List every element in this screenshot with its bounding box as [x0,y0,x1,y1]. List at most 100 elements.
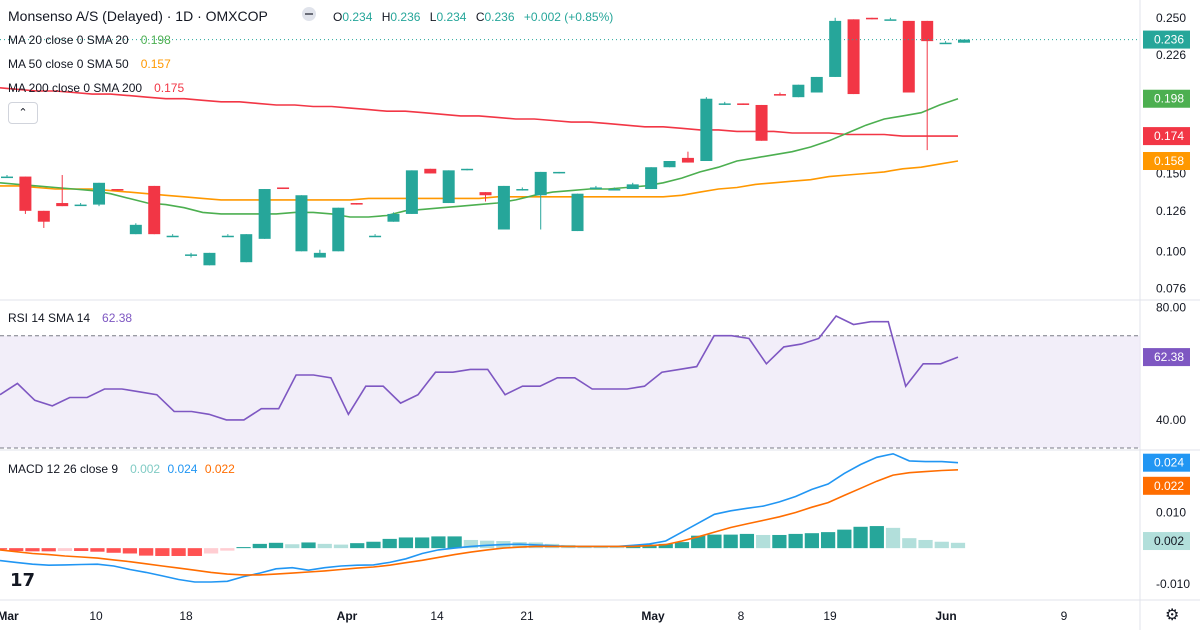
candle-body [129,224,142,235]
macd-hist-bar [837,529,852,549]
macd-hist-bar [480,540,495,549]
candle-body [258,189,271,239]
price-tick-label: 0.226 [1156,48,1186,62]
candle-body [516,189,529,191]
rsi-line [0,314,959,421]
macd-hist-bar [788,533,803,549]
macd-hist-bar [447,536,462,549]
candle-body [553,171,566,174]
price-badge-label: 0.174 [1154,129,1184,143]
price-tick-label: 0.076 [1156,282,1186,296]
candle-body [442,170,455,204]
candle-body [240,234,253,263]
macd-hist-bar [203,548,219,554]
macd-badge [1143,532,1190,551]
candle-body [1,176,13,179]
candle-body [424,168,437,174]
rsi-tick-label: 80.00 [1156,301,1186,315]
time-tick-label: Jun [935,609,956,623]
macd-hist-bar [155,548,170,556]
macd-hist-bar [853,526,868,549]
candle-body [645,167,658,190]
macd-badge-label: 0.024 [1154,456,1184,470]
candle-body [56,203,69,207]
candle-body [681,157,694,163]
time-tick-label: 9 [1061,609,1068,623]
candle-body [37,210,50,222]
candle-body [313,252,326,258]
low-value: 0.234 [436,10,467,24]
time-tick-label: 8 [738,609,745,623]
chevron-up-icon: ⌃ [18,107,28,119]
candle-body [865,17,878,20]
high-value: 0.236 [390,10,421,24]
macd-hist-bar [691,535,706,549]
candle-body [461,168,474,171]
candle-body [148,185,161,235]
macd-hist-bar [285,544,300,549]
ma20-legend[interactable]: MA 20 close 0 SMA 20 0.198 [8,33,171,47]
macd-legend[interactable]: MACD 12 26 close 9 0.002 0.024 0.022 [8,462,235,476]
candle-body [369,235,382,238]
candle-body [847,19,860,95]
symbol-title: Monsenso A/S (Delayed) · 1D · OMXCOP [8,8,268,24]
macd-hist-bar [106,548,121,553]
macd-hist-bar [804,533,819,549]
candle-body [608,189,621,191]
macd-tick-label: -0.010 [1156,577,1190,591]
macd-hist-bar [236,547,251,549]
macd-hist-bar [463,539,478,549]
macd-hist-bar [885,527,901,549]
rsi-badge-label: 62.38 [1154,350,1184,364]
tradingview-logo-icon[interactable]: 17 [10,570,36,591]
macd-hist-bar [9,548,24,551]
ohlc-legend: O0.234 H0.236 L0.234 C0.236 +0.002 (+0.8… [333,10,614,24]
macd-hist-bar [41,548,56,552]
macd-badge-label: 0.022 [1154,479,1184,493]
collapse-legend-button[interactable]: ⌃ [8,102,38,124]
macd-hist-bar [350,543,365,549]
candle-body [773,94,786,96]
rsi-legend[interactable]: RSI 14 SMA 14 62.38 [8,311,133,325]
price-badge [1143,127,1190,146]
macd-hist-bar [317,543,332,549]
macd-hist-bar [25,548,40,552]
macd-hist-bar [187,548,202,556]
rsi-tick-label: 40.00 [1156,413,1186,427]
candle-body [921,20,934,42]
rsi-badge [1143,348,1190,367]
macd-hist-bar [658,543,673,549]
candle-body [589,187,602,189]
ma50-line [0,160,959,201]
candle-body [571,193,584,232]
macd-hist-bar [739,533,755,549]
macd-hist-bar [950,542,966,549]
price-badge [1143,30,1190,49]
macd-hist-bar [772,534,787,549]
gear-icon[interactable]: ⚙ [1165,607,1180,624]
candle-body [221,235,234,238]
macd-hist-bar [756,534,771,549]
ma200-legend[interactable]: MA 200 close 0 SMA 200 0.175 [8,81,185,95]
macd-hist-bar [333,544,349,549]
macd-hist-bar [57,548,73,551]
price-tick-label: 0.100 [1156,244,1186,258]
hide-symbol-icon[interactable] [302,7,316,21]
time-tick-label: 14 [430,609,444,623]
macd-badge [1143,453,1190,472]
candle-body [111,189,124,191]
candle-body [497,185,510,230]
macd-hist-bar [918,539,933,549]
price-badge [1143,152,1190,171]
time-tick-label: 18 [179,609,193,623]
ma50-legend[interactable]: MA 50 close 0 SMA 50 0.157 [8,57,171,71]
macd-tick-label: 0.010 [1156,506,1186,520]
candle-body [203,252,216,266]
open-value: 0.234 [342,10,373,24]
macd-line [0,452,959,583]
macd-hist-bar [90,548,105,552]
time-tick-label: 10 [89,609,103,623]
candle-body [19,176,32,211]
macd-hist-bar [674,542,690,549]
